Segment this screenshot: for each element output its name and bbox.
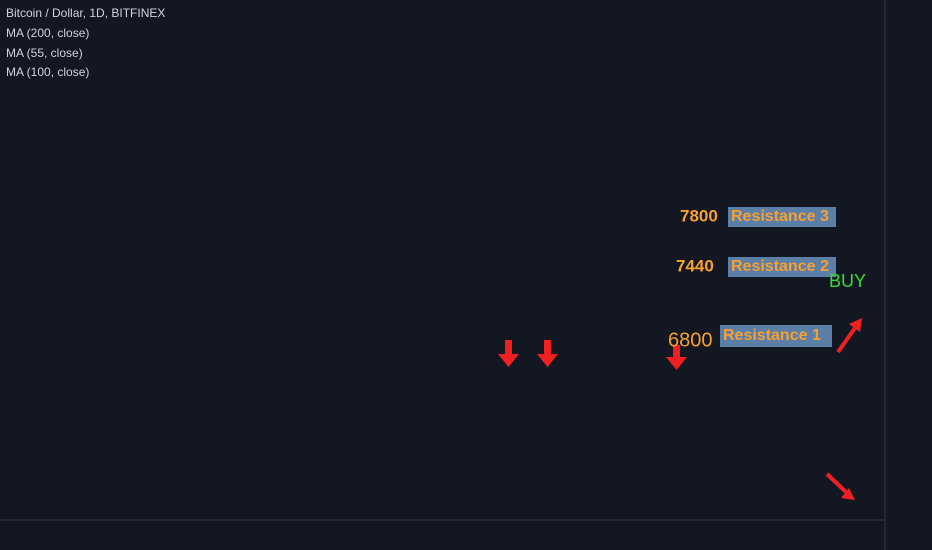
down-arrow: [537, 340, 558, 367]
annotations: 7800 Resistance 3 7440 Resistance 2 6800…: [498, 206, 866, 500]
down-right-arrow-head: [841, 488, 855, 500]
annotation-text: Resistance 2: [731, 258, 829, 275]
legend-entry: MA (100, close): [6, 65, 89, 79]
arrows: [498, 340, 687, 370]
buy-signal: BUY: [829, 271, 866, 291]
legend-entry: MA (200, close): [6, 26, 89, 40]
up-arrow: [836, 326, 857, 354]
down-arrow: [666, 345, 687, 370]
down-right-arrow: [825, 472, 848, 494]
chart-title: Bitcoin / Dollar, 1D, BITFINEX: [6, 6, 165, 20]
annotation-text: Resistance 3: [731, 208, 829, 225]
direction-arrows: [825, 318, 862, 500]
up-arrow-head: [849, 318, 862, 332]
legend: Bitcoin / Dollar, 1D, BITFINEX MA (200, …: [6, 6, 165, 79]
down-arrow: [498, 340, 519, 367]
annotation-box: [728, 257, 836, 277]
annotation-box: [720, 325, 832, 347]
legend-entry: MA (55, close): [6, 46, 83, 60]
annotation-value: 6800: [668, 329, 713, 351]
annotation-value: 7440: [676, 256, 714, 275]
annotation-text: Resistance 1: [723, 327, 821, 344]
annotation-value: 7800: [680, 206, 718, 225]
annotation-box: [728, 207, 836, 227]
